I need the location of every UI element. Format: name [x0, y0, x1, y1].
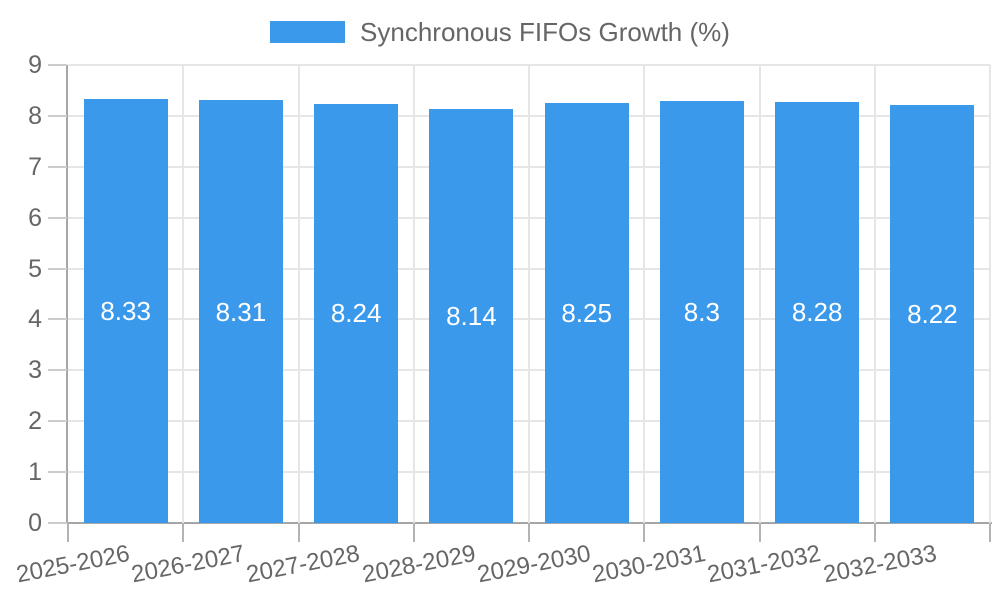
- x-axis-tick-label: 2029-2030: [474, 540, 593, 589]
- x-axis-tick-mark: [297, 523, 300, 542]
- bar-value-label: 8.24: [330, 298, 382, 329]
- legend-label: Synchronous FIFOs Growth (%): [360, 17, 730, 47]
- x-axis-tick-mark: [412, 523, 415, 542]
- x-axis-tick-label: 2027-2028: [244, 540, 363, 589]
- x-axis-tick-mark: [758, 523, 761, 542]
- bar[interactable]: 8.33: [83, 99, 168, 523]
- x-gridline: [758, 65, 761, 523]
- y-axis-tick-mark: [48, 471, 67, 474]
- x-axis-tick-mark: [873, 523, 876, 542]
- y-axis-tick-label: 3: [28, 356, 42, 385]
- y-axis-tick-label: 6: [28, 203, 42, 232]
- y-axis-tick-mark: [48, 318, 67, 321]
- chart-legend: Synchronous FIFOs Growth (%): [0, 18, 1000, 46]
- bar[interactable]: 8.22: [890, 104, 975, 523]
- y-axis-line: [66, 65, 68, 523]
- bar[interactable]: 8.24: [314, 103, 399, 523]
- bar[interactable]: 8.31: [198, 100, 283, 523]
- x-axis-tick-mark: [643, 523, 646, 542]
- bar-value-label: 8.28: [791, 297, 843, 328]
- x-gridline: [643, 65, 646, 523]
- x-axis-tick-mark: [989, 523, 991, 542]
- y-axis-tick-label: 2: [28, 407, 42, 436]
- legend-item[interactable]: Synchronous FIFOs Growth (%): [270, 18, 730, 46]
- x-axis-tick-label: 2031-2032: [705, 540, 824, 589]
- x-axis-tick-mark: [528, 523, 530, 542]
- x-axis-tick-label: 2028-2029: [359, 540, 478, 589]
- y-axis-tick-mark: [48, 216, 67, 219]
- bar-value-label: 8.14: [446, 300, 497, 331]
- legend-color-swatch: [270, 21, 346, 43]
- bar[interactable]: 8.14: [429, 108, 514, 523]
- y-axis-tick-mark: [48, 165, 67, 168]
- bar-value-label: 8.33: [100, 296, 151, 327]
- x-gridline: [528, 65, 530, 523]
- y-axis-tick-label: 0: [28, 509, 42, 537]
- bar[interactable]: 8.25: [544, 103, 629, 523]
- x-axis-tick-mark: [182, 523, 185, 542]
- bar-value-label: 8.31: [215, 296, 267, 327]
- y-axis-tick-label: 8: [28, 101, 42, 130]
- y-axis-tick-mark: [48, 114, 67, 117]
- y-axis-tick-mark: [48, 64, 67, 66]
- x-axis-tick-label: 2032-2033: [820, 540, 939, 589]
- y-axis-tick-label: 1: [28, 458, 42, 487]
- x-gridline: [873, 65, 876, 523]
- bar-value-label: 8.25: [561, 298, 612, 329]
- x-gridline: [989, 65, 991, 523]
- bar[interactable]: 8.3: [659, 100, 744, 523]
- x-axis-tick-label: 2026-2027: [129, 540, 248, 589]
- y-axis-tick-label: 7: [28, 152, 42, 181]
- y-axis-tick-mark: [48, 369, 67, 372]
- y-axis-tick-mark: [48, 522, 67, 524]
- x-gridline: [182, 65, 185, 523]
- x-gridline: [297, 65, 300, 523]
- x-axis-tick-label: 2030-2031: [590, 540, 709, 589]
- y-axis-tick-mark: [48, 420, 67, 423]
- x-axis-tick-mark: [67, 523, 69, 542]
- y-axis-tick-label: 9: [28, 51, 42, 79]
- x-axis-tick-label: 2025-2026: [13, 540, 132, 589]
- x-gridline: [412, 65, 415, 523]
- y-axis-tick-mark: [48, 267, 67, 270]
- bar-value-label: 8.22: [907, 298, 958, 329]
- bar[interactable]: 8.28: [775, 101, 860, 523]
- bar-value-label: 8.3: [683, 296, 720, 327]
- y-axis-tick-label: 5: [28, 254, 42, 283]
- y-axis-tick-label: 4: [28, 305, 42, 334]
